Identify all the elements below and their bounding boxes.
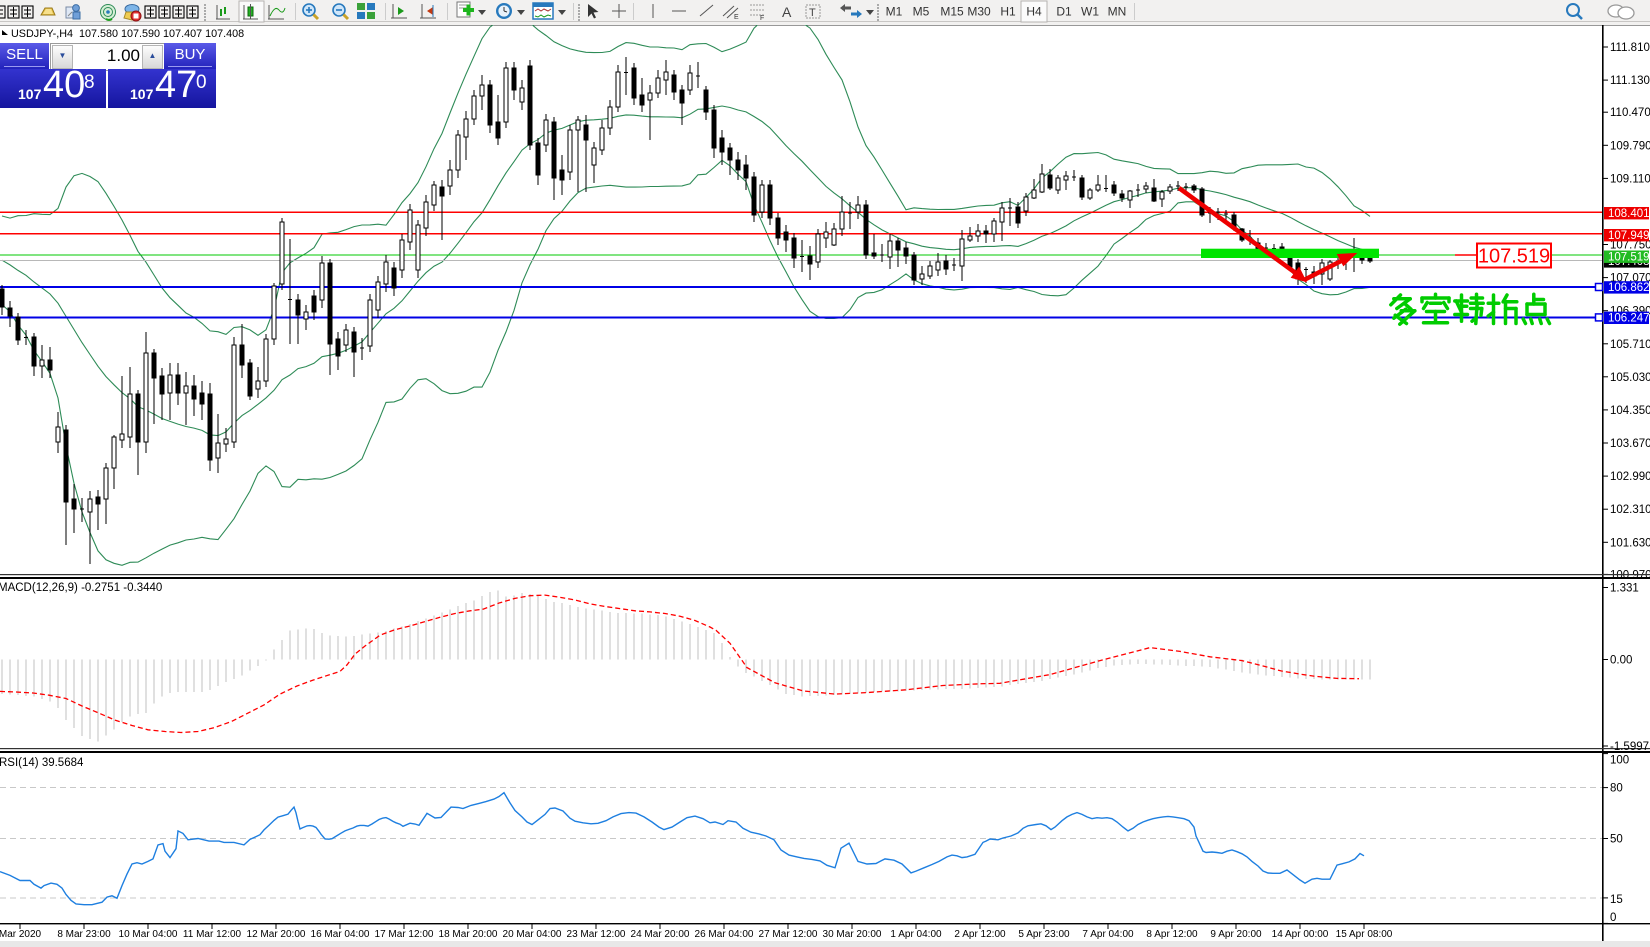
svg-text:M15: M15 (940, 5, 964, 19)
svg-text:103.670: 103.670 (1610, 438, 1650, 450)
svg-text:T: T (809, 7, 816, 19)
svg-text:14 Apr 00:00: 14 Apr 00:00 (1272, 929, 1329, 940)
svg-text:17 Mar 12:00: 17 Mar 12:00 (375, 929, 434, 940)
svg-text:107.750: 107.750 (1610, 240, 1650, 252)
svg-text:H4: H4 (1026, 5, 1042, 19)
svg-text:20 Mar 04:00: 20 Mar 04:00 (503, 929, 562, 940)
svg-text:0.00: 0.00 (1610, 655, 1632, 667)
svg-text:M1: M1 (886, 5, 903, 19)
svg-text:12 Mar 20:00: 12 Mar 20:00 (247, 929, 306, 940)
svg-text:105.710: 105.710 (1610, 339, 1650, 351)
svg-text:18 Mar 20:00: 18 Mar 20:00 (439, 929, 498, 940)
svg-text:27 Mar 12:00: 27 Mar 12:00 (759, 929, 818, 940)
svg-text:107.949: 107.949 (1608, 230, 1650, 242)
svg-text:2 Apr 12:00: 2 Apr 12:00 (954, 929, 1006, 940)
svg-text:10 Mar 04:00: 10 Mar 04:00 (119, 929, 178, 940)
svg-text:1.331: 1.331 (1610, 583, 1639, 595)
svg-text:109.790: 109.790 (1610, 140, 1650, 152)
svg-text:E: E (734, 14, 739, 21)
svg-text:M30: M30 (967, 5, 991, 19)
svg-text:A: A (782, 4, 792, 20)
svg-text:RSI(14) 39.5684: RSI(14) 39.5684 (0, 757, 84, 769)
svg-text:15 Apr 08:00: 15 Apr 08:00 (1336, 929, 1393, 940)
svg-text:100.970: 100.970 (1610, 569, 1650, 581)
svg-text:105.030: 105.030 (1610, 372, 1650, 384)
svg-text:MN: MN (1108, 5, 1127, 19)
svg-text:23 Mar 12:00: 23 Mar 12:00 (567, 929, 626, 940)
svg-text:Mar 2020: Mar 2020 (0, 929, 42, 940)
svg-text:111.130: 111.130 (1610, 75, 1650, 87)
svg-text:7 Apr 04:00: 7 Apr 04:00 (1082, 929, 1134, 940)
svg-text:24 Mar 20:00: 24 Mar 20:00 (631, 929, 690, 940)
svg-text:107.519: 107.519 (1608, 252, 1650, 264)
svg-text:106.247: 106.247 (1608, 313, 1650, 325)
svg-text:100: 100 (1610, 755, 1629, 767)
svg-text:50: 50 (1610, 834, 1623, 846)
svg-text:104.350: 104.350 (1610, 405, 1650, 417)
svg-text:H1: H1 (1000, 5, 1016, 19)
svg-text:107.519: 107.519 (1478, 246, 1550, 268)
svg-text:26 Mar 04:00: 26 Mar 04:00 (695, 929, 754, 940)
svg-text:1 Apr 04:00: 1 Apr 04:00 (890, 929, 942, 940)
svg-text:9 Apr 20:00: 9 Apr 20:00 (1210, 929, 1262, 940)
svg-text:102.990: 102.990 (1610, 471, 1650, 483)
svg-text:W1: W1 (1081, 5, 1099, 19)
svg-text:USDJPY-,H4 107.580 107.590 10: USDJPY-,H4 107.580 107.590 107.407 107.4… (11, 28, 244, 40)
svg-text:108.401: 108.401 (1608, 208, 1650, 220)
svg-text:-1.5997: -1.5997 (1610, 741, 1649, 753)
svg-text:30 Mar 20:00: 30 Mar 20:00 (823, 929, 882, 940)
svg-text:MACD(12,26,9) -0.2751 -0.3440: MACD(12,26,9) -0.2751 -0.3440 (0, 582, 162, 594)
svg-text:110.470: 110.470 (1610, 107, 1650, 119)
svg-text:8 Mar 23:00: 8 Mar 23:00 (57, 929, 111, 940)
svg-text:0: 0 (1610, 912, 1616, 924)
svg-text:15: 15 (1610, 894, 1623, 906)
svg-text:102.310: 102.310 (1610, 504, 1650, 516)
svg-text:101.630: 101.630 (1610, 537, 1650, 549)
svg-text:D1: D1 (1056, 5, 1072, 19)
svg-text:M5: M5 (913, 5, 930, 19)
svg-text:16 Mar 04:00: 16 Mar 04:00 (311, 929, 370, 940)
svg-text:5 Apr 23:00: 5 Apr 23:00 (1018, 929, 1070, 940)
svg-text:111.810: 111.810 (1610, 42, 1650, 54)
svg-text:8 Apr 12:00: 8 Apr 12:00 (1146, 929, 1198, 940)
svg-text:80: 80 (1610, 783, 1623, 795)
svg-text:11 Mar 12:00: 11 Mar 12:00 (183, 929, 242, 940)
svg-text:109.110: 109.110 (1610, 173, 1650, 185)
svg-text:F: F (760, 15, 764, 22)
svg-text:106.862: 106.862 (1608, 282, 1650, 294)
